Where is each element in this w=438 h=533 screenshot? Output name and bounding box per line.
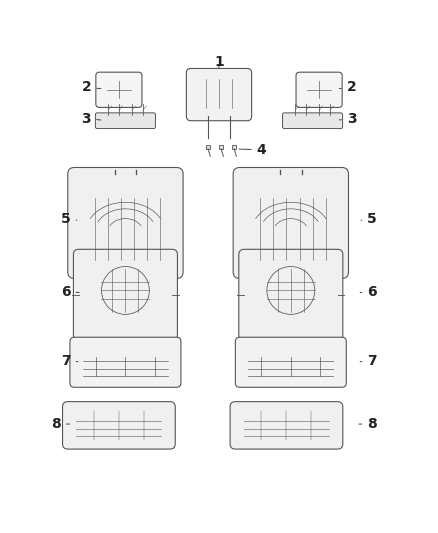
FancyBboxPatch shape xyxy=(239,249,343,340)
FancyBboxPatch shape xyxy=(68,167,183,278)
FancyBboxPatch shape xyxy=(63,402,175,449)
FancyBboxPatch shape xyxy=(70,337,181,387)
FancyBboxPatch shape xyxy=(233,167,349,278)
Text: 3: 3 xyxy=(339,111,357,126)
FancyBboxPatch shape xyxy=(74,249,177,340)
FancyBboxPatch shape xyxy=(186,68,252,120)
Text: 7: 7 xyxy=(61,354,78,368)
Text: 8: 8 xyxy=(51,417,70,431)
Text: 5: 5 xyxy=(61,213,77,227)
FancyBboxPatch shape xyxy=(96,72,142,108)
Text: 1: 1 xyxy=(214,55,224,69)
Text: 8: 8 xyxy=(359,417,377,431)
FancyBboxPatch shape xyxy=(296,72,342,108)
FancyBboxPatch shape xyxy=(230,402,343,449)
Text: 2: 2 xyxy=(339,80,357,94)
Text: 5: 5 xyxy=(361,213,377,227)
Text: 7: 7 xyxy=(360,354,377,368)
FancyBboxPatch shape xyxy=(95,113,155,128)
Text: 2: 2 xyxy=(81,80,101,94)
Text: 6: 6 xyxy=(360,285,377,298)
FancyBboxPatch shape xyxy=(235,337,346,387)
FancyBboxPatch shape xyxy=(283,113,343,128)
Text: 3: 3 xyxy=(81,111,101,126)
Text: 6: 6 xyxy=(61,285,79,298)
Text: 4: 4 xyxy=(239,143,267,157)
